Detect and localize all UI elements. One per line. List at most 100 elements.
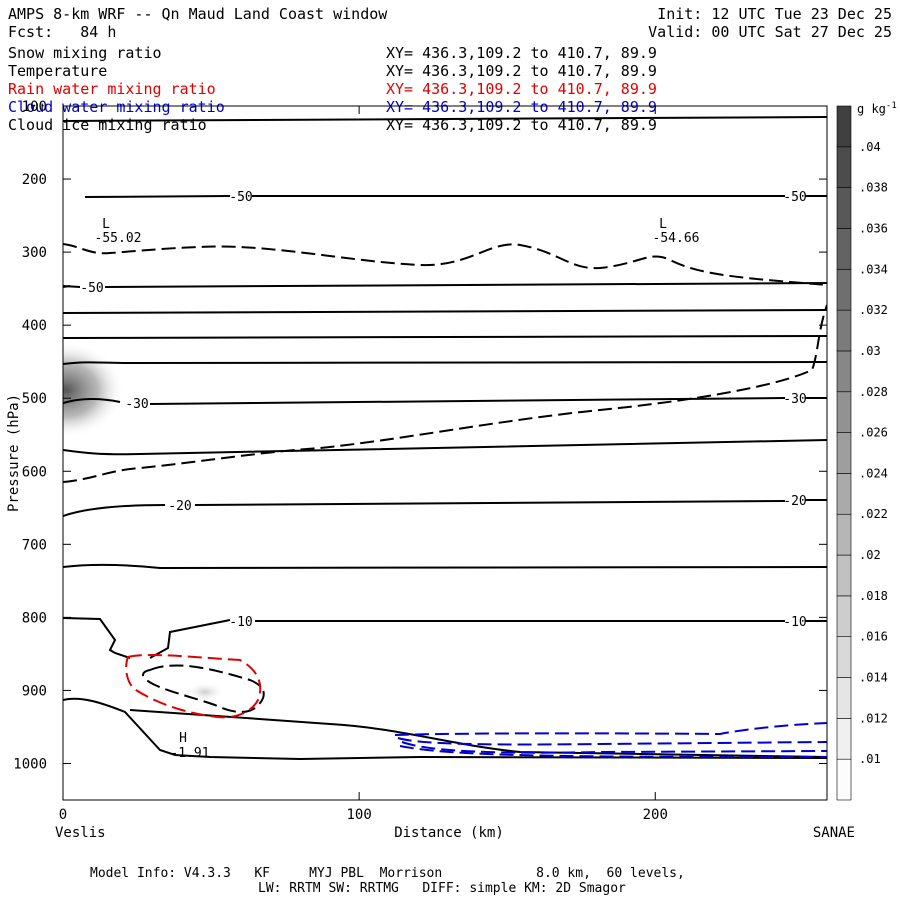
contour-label: -30 — [125, 397, 148, 412]
colorbar-tick-label: .028 — [859, 385, 888, 399]
colorbar-tick-label: .024 — [859, 466, 888, 480]
valid-time: Valid: 00 UTC Sat 27 Dec 25 — [648, 23, 892, 41]
colorbar-swatch — [836, 268, 852, 311]
colorbar-unit: g kg-1 — [857, 101, 897, 116]
colorbar-swatch — [836, 554, 852, 597]
colorbar-swatch — [836, 677, 852, 719]
colorbar-tick-label: .016 — [859, 630, 888, 644]
fcst-label: Fcst: — [8, 23, 54, 41]
isotherm-line — [63, 398, 121, 404]
isotherm-line — [63, 335, 827, 339]
colorbar-tick-label: .032 — [859, 303, 888, 317]
fcst-value: 84 h — [80, 23, 117, 41]
model-info: Model Info: V4.3.3 KF MYJ PBL Morrison 8… — [90, 866, 685, 881]
rain-water-contour — [125, 654, 262, 719]
forecast-label: Fcst: 84 h — [8, 23, 116, 41]
contour-label: -30 — [783, 392, 806, 407]
x-endpoint-left: Veslis — [55, 825, 106, 841]
isotherm-line — [63, 504, 166, 517]
contour-label: -50 — [229, 190, 252, 205]
high-value: -1.91 — [170, 746, 209, 761]
colorbar-tick-label: .026 — [859, 426, 888, 440]
cloud-water-contour — [401, 741, 827, 754]
contour-label: -10 — [229, 615, 252, 630]
cloud-water-contour — [399, 745, 827, 758]
y-axis: 100 200 300 400 500 600 700 800 900 1000 — [13, 99, 827, 772]
isotherm-line — [63, 697, 827, 761]
colorbar-swatch — [836, 228, 852, 270]
colorbar-swatch — [836, 146, 852, 188]
x-axis-title: Distance (km) — [394, 825, 504, 841]
cloud-water-contour — [397, 737, 827, 746]
isotherm-line — [149, 619, 231, 659]
isotherm-line — [63, 439, 827, 456]
y-tick-label: 300 — [22, 245, 47, 261]
contour-label: -10 — [783, 615, 806, 630]
colorbar-tick-label: .034 — [859, 262, 888, 276]
colorbar-tick-label: .02 — [859, 548, 881, 562]
colorbar-swatch — [836, 187, 852, 229]
colorbar-tick-label: .04 — [859, 140, 881, 154]
colorbar-tick-label: .03 — [859, 344, 881, 358]
y-tick-label: 800 — [22, 610, 47, 626]
y-tick-label: 700 — [22, 537, 47, 553]
colorbar-swatch — [836, 432, 852, 474]
cloud-ice-contour — [142, 664, 265, 713]
colorbar-tick-label: .038 — [859, 181, 888, 195]
cloud-ice-contour — [63, 304, 827, 483]
model-physics: LW: RRTM SW: RRTMG DIFF: simple KM: 2D S… — [258, 881, 626, 896]
colorbar-swatch — [836, 758, 852, 801]
x-tick-label: 100 — [346, 807, 371, 823]
colorbar-swatch — [836, 636, 852, 678]
contour-label: -50 — [80, 281, 103, 296]
isotherm-line — [84, 195, 231, 198]
legend-rain: Rain water mixing ratio — [8, 80, 216, 98]
colorbar-swatch — [836, 391, 852, 433]
colorbar-unit-exp: -1 — [886, 101, 897, 111]
x-endpoint-right: SANAE — [813, 825, 855, 841]
contour-label: -20 — [783, 494, 806, 509]
y-axis-title: Pressure (hPa) — [6, 394, 22, 512]
colorbar-tick-label: .022 — [859, 507, 888, 521]
colorbar-tick-label: .014 — [859, 671, 888, 685]
isotherm-line — [63, 361, 827, 365]
x-tick-label: 0 — [59, 807, 67, 823]
legend-snow: Snow mixing ratio — [8, 44, 162, 62]
y-tick-label: 900 — [22, 683, 47, 699]
cloud-ice-contour — [63, 243, 827, 286]
colorbar-tick-label: .01 — [859, 752, 881, 766]
colorbar-swatch — [836, 105, 852, 148]
y-tick-label: 400 — [22, 318, 47, 334]
y-tick-label: 200 — [22, 172, 47, 188]
y-tick-label: 100 — [22, 99, 47, 115]
isotherm-line — [63, 617, 131, 659]
high-marker: H — [179, 731, 187, 746]
legend-temperature-xy: XY= 436.3,109.2 to 410.7, 89.9 — [386, 62, 657, 80]
colorbar-tick-label: .012 — [859, 711, 888, 725]
colorbar-swatch — [836, 350, 852, 393]
init-time: Init: 12 UTC Tue 23 Dec 25 — [657, 5, 892, 23]
legend-rain-xy: XY= 436.3,109.2 to 410.7, 89.9 — [386, 80, 657, 98]
colorbar-swatch — [836, 595, 852, 638]
y-tick-label: 600 — [22, 464, 47, 480]
low-value: -54.66 — [653, 231, 700, 246]
isotherm-line — [63, 285, 81, 288]
contour-label: -50 — [783, 190, 806, 205]
isotherm-line — [63, 309, 827, 314]
colorbar-swatch — [836, 513, 852, 556]
x-tick-label: 200 — [643, 807, 668, 823]
isotherm-line — [194, 500, 786, 506]
isotherm-line — [63, 563, 827, 570]
colorbar-tick-label: .018 — [859, 589, 888, 603]
colorbar-swatch — [836, 718, 852, 760]
legend-cloud-water-xy: XY= 436.3,109.2 to 410.7, 89.9 — [386, 98, 657, 116]
low-marker: L — [102, 217, 110, 232]
chart-title: AMPS 8-km WRF -- Qn Maud Land Coast wind… — [8, 5, 388, 23]
isotherm-line — [63, 116, 827, 122]
x-axis: 0 100 200 — [59, 106, 668, 823]
isotherm-line — [104, 282, 827, 288]
colorbar: .01 .012 .014 .016 .018 .02 .022 .024 .026 .028 .0… — [836, 105, 888, 801]
colorbar-tick-label: .036 — [859, 221, 888, 235]
isotherm-line — [149, 397, 786, 405]
